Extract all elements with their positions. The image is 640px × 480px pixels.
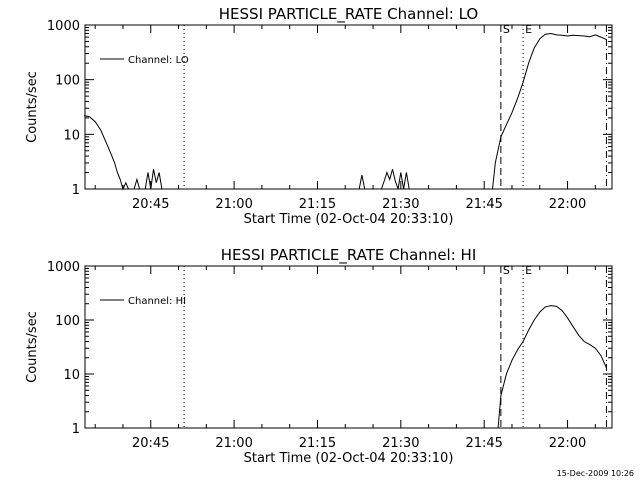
x-tick-label: 22:00 <box>549 197 586 212</box>
y-tick-label: 100 <box>55 314 80 329</box>
y-tick-label: 10 <box>63 128 80 143</box>
y-tick-label: 10 <box>63 368 80 383</box>
timestamp: 15-Dec-2009 10:26 <box>556 469 634 478</box>
x-axis-label: Start Time (02-Oct-04 20:33:10) <box>244 451 454 466</box>
event-marker-label: E <box>525 23 532 36</box>
y-tick-label: 1 <box>72 422 80 437</box>
y-tick-label: 1000 <box>47 260 80 275</box>
x-tick-label: 20:45 <box>132 197 169 212</box>
x-tick-label: 22:00 <box>549 436 586 451</box>
x-tick-label: 20:45 <box>132 436 169 451</box>
x-axis-label: Start Time (02-Oct-04 20:33:10) <box>244 212 454 227</box>
series-line <box>497 305 607 429</box>
x-tick-label: 21:30 <box>382 436 419 451</box>
y-tick-label: 1000 <box>47 19 80 34</box>
y-tick-label: 100 <box>55 74 80 89</box>
x-tick-label: 21:00 <box>215 197 252 212</box>
chart-title: HESSI PARTICLE_RATE Channel: HI <box>221 246 477 265</box>
x-tick-label: 21:45 <box>465 436 502 451</box>
event-marker-label: E <box>525 264 532 277</box>
x-tick-label: 21:45 <box>465 197 502 212</box>
event-marker-label: S <box>503 264 510 277</box>
series-line <box>84 32 607 191</box>
y-axis-label: Counts/sec <box>25 71 40 143</box>
legend-label: Channel: HI <box>128 296 186 307</box>
chart-title: HESSI PARTICLE_RATE Channel: LO <box>219 5 478 24</box>
x-tick-label: 21:15 <box>299 197 336 212</box>
plot-frame <box>84 265 613 429</box>
y-tick-label: 1 <box>72 183 80 198</box>
event-marker-label: S <box>503 23 510 36</box>
x-tick-label: 21:15 <box>299 436 336 451</box>
plot-frame <box>84 24 613 190</box>
x-tick-label: 21:00 <box>215 436 252 451</box>
legend-label: Channel: LO <box>128 55 189 66</box>
y-axis-label: Counts/sec <box>25 311 40 383</box>
panel-lo: HESSI PARTICLE_RATE Channel: LO Start Tim… <box>25 5 613 227</box>
panel-hi: HESSI PARTICLE_RATE Channel: HI Start Tim… <box>25 246 613 466</box>
x-tick-label: 21:30 <box>382 197 419 212</box>
